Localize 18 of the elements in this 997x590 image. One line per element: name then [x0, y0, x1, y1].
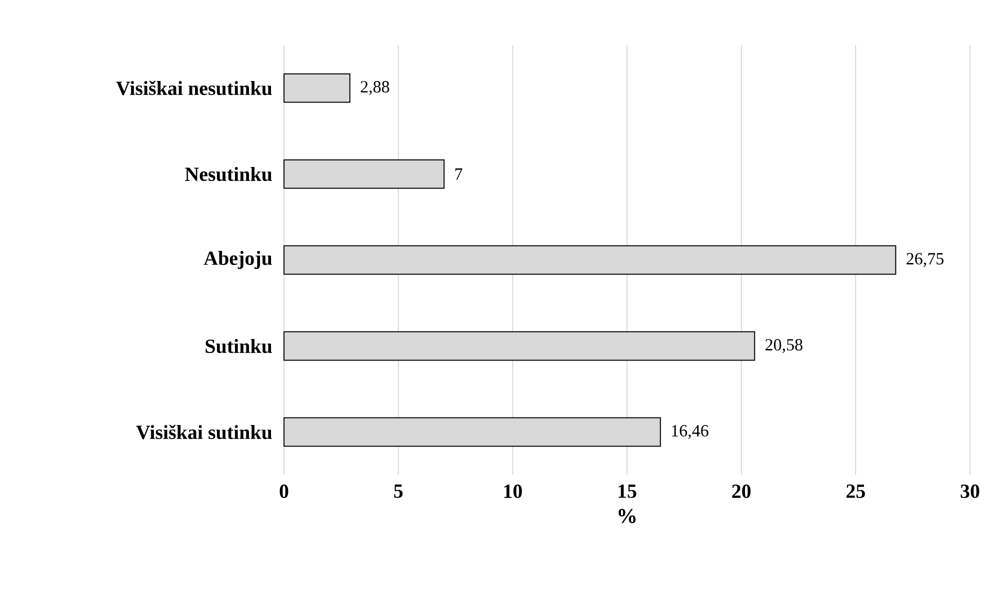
- x-tick-label: 15: [618, 484, 636, 498]
- y-tick-label: Sutinku: [206, 338, 272, 354]
- x-tick-label: 0: [280, 484, 288, 498]
- data-label: 7: [455, 168, 462, 180]
- x-tick-label: 20: [732, 484, 751, 498]
- x-tick-label: 5: [394, 484, 403, 498]
- y-tick-label: Visiškai sutinku: [136, 424, 272, 440]
- data-label: 20,58: [766, 339, 802, 353]
- data-label: 26,75: [906, 253, 944, 267]
- data-label: 2,88: [360, 81, 390, 95]
- y-tick-label: Nesutinku: [185, 166, 272, 182]
- x-tick-label: 25: [846, 484, 865, 498]
- x-tick-label: 30: [960, 484, 980, 498]
- y-tick-label: Abejoju: [204, 250, 272, 270]
- x-tick-label: 10: [504, 484, 522, 498]
- y-tick-label: Visiškai nesutinku: [116, 80, 272, 96]
- x-axis-title: %: [618, 508, 636, 524]
- data-label: 16,46: [672, 425, 708, 439]
